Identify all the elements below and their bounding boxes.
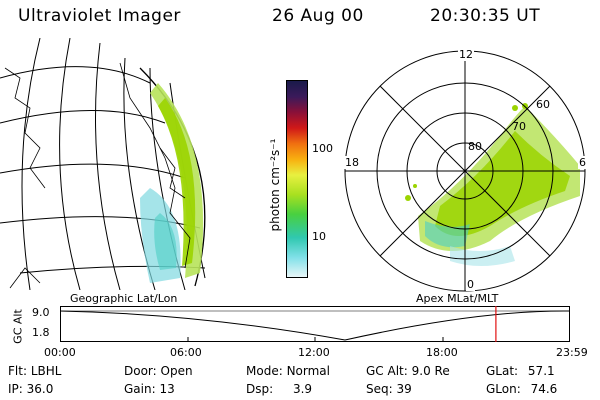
date-text: 26 Aug 00 <box>272 6 364 26</box>
timeline-xtick-0000: 00:00 <box>44 346 76 359</box>
dsp-label: Dsp: <box>246 382 274 396</box>
gcalt-label: GC Alt: <box>366 364 408 378</box>
timeline-ytick-low: 1.8 <box>32 326 50 339</box>
info-ip: IP: 36.0 <box>8 382 53 396</box>
aurora-swath-geo <box>140 83 204 283</box>
mlt-label-6: 6 <box>578 156 587 169</box>
aurora-oval-polar <box>405 103 580 266</box>
info-glon: GLon: 74.6 <box>486 382 557 396</box>
info-door: Door: Open <box>124 364 193 378</box>
polar-caption: Apex MLat/MLT <box>416 292 499 305</box>
colorbar <box>286 80 308 278</box>
geographic-map <box>0 38 206 290</box>
info-gain: Gain: 13 <box>124 382 175 396</box>
time-text: 20:30:35 UT <box>430 6 541 26</box>
glon-label: GLon: <box>486 382 521 396</box>
colorbar-tick-10: 10 <box>312 230 326 243</box>
mlt-label-18: 18 <box>344 156 360 169</box>
timeline-axis-label: GC Alt <box>11 309 25 344</box>
info-glat: GLat: 57.1 <box>486 364 555 378</box>
seq-label: Seq: <box>366 382 393 396</box>
glat-value: 57.1 <box>527 364 555 378</box>
timeline-xtick-0600: 06:00 <box>170 346 202 359</box>
seq-value: 39 <box>396 382 412 396</box>
mode-value: Normal <box>286 364 330 378</box>
mlt-label-12: 12 <box>458 48 474 61</box>
info-dsp: Dsp: 3.9 <box>246 382 312 396</box>
ip-label: IP: <box>8 382 23 396</box>
glat-label: GLat: <box>486 364 519 378</box>
timeline-xtick-1200: 12:00 <box>298 346 330 359</box>
geographic-caption: Geographic Lat/Lon <box>70 292 178 305</box>
gain-label: Gain: <box>124 382 156 396</box>
lat-label-80: 80 <box>468 140 482 153</box>
flt-label: Flt: <box>8 364 27 378</box>
coastlines <box>4 62 191 289</box>
lat-label-70: 70 <box>512 120 526 133</box>
timeline-xtick-2359: 23:59 <box>556 346 588 359</box>
timeline-xtick-1800: 18:00 <box>426 346 458 359</box>
info-flt: Flt: LBHL <box>8 364 61 378</box>
flt-value: LBHL <box>30 364 62 378</box>
altitude-timeline <box>60 306 570 342</box>
timeline-ytick-high: 9.0 <box>32 306 50 319</box>
colorbar-tick-100: 100 <box>312 142 333 155</box>
timeline-ticks <box>60 337 570 342</box>
polar-plot <box>344 50 586 292</box>
glon-value: 74.6 <box>530 382 558 396</box>
info-gcalt: GC Alt: 9.0 Re <box>366 364 450 378</box>
info-mode: Mode: Normal <box>246 364 330 378</box>
ip-value: 36.0 <box>26 382 54 396</box>
colorbar-unit-label: photon cm⁻²s⁻¹ <box>268 138 282 232</box>
dsp-value: 3.9 <box>292 382 313 396</box>
gain-value: 13 <box>159 382 175 396</box>
door-value: Open <box>160 364 193 378</box>
instrument-title: Ultraviolet Imager <box>18 6 181 26</box>
gcalt-value: 9.0 Re <box>411 364 450 378</box>
door-label: Door: <box>124 364 157 378</box>
lat-label-60: 60 <box>536 98 550 111</box>
mlt-label-0: 0 <box>466 278 475 291</box>
info-seq: Seq: 39 <box>366 382 412 396</box>
polar-grid <box>344 50 586 292</box>
mode-label: Mode: <box>246 364 283 378</box>
